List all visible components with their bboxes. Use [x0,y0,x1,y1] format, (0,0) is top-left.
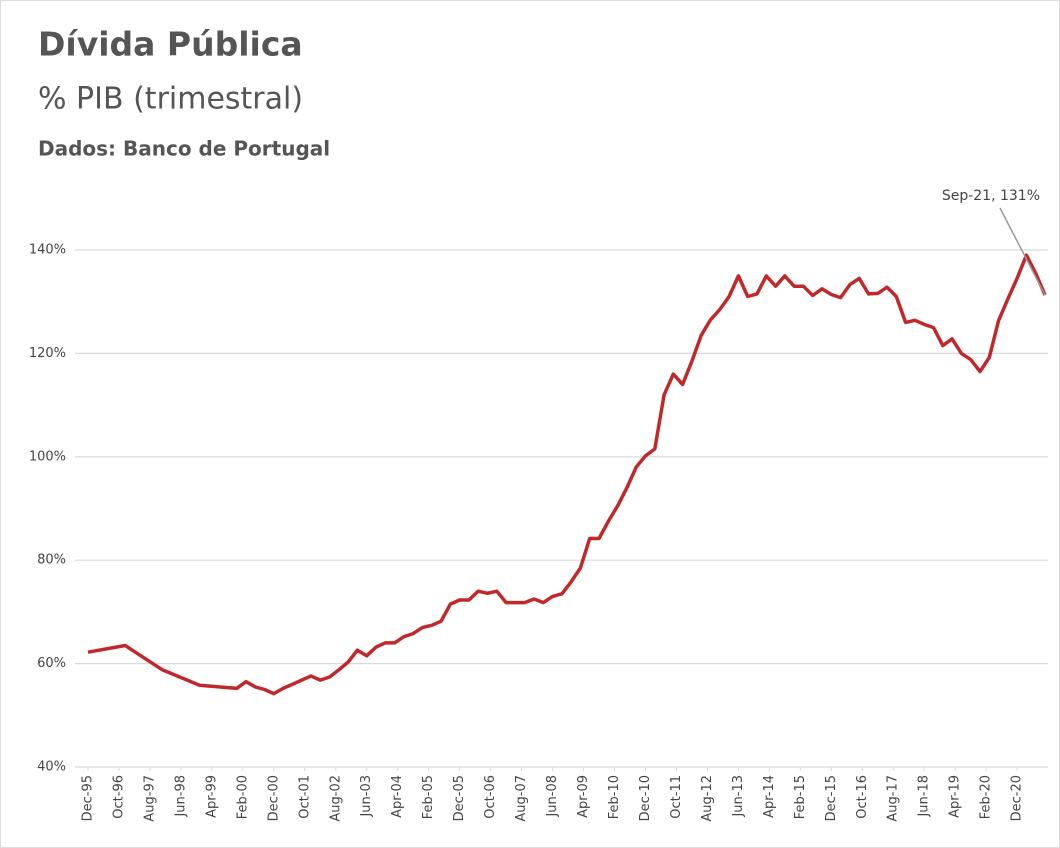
y-tick-label: 80% [37,553,66,568]
x-tick-label: Jun-03 [359,775,374,818]
x-tick-label: Jun-08 [545,775,560,818]
x-tick-label: Dec-00 [266,775,281,821]
annotation: Sep-21, 131% [942,188,1040,204]
y-tick-label: 40% [37,760,66,775]
x-tick-label: Apr-04 [390,775,405,818]
x-tick-label: Feb-10 [607,775,622,819]
x-tick-label: Feb-15 [793,775,808,819]
x-tick-label: Apr-14 [762,775,777,818]
x-tick-label: Oct-01 [297,775,312,819]
y-tick-label: 60% [37,656,66,671]
x-tick-label: Dec-15 [824,775,839,821]
x-tick-label: Feb-00 [235,775,250,819]
chart-subtitle: % PIB (trimestral) [38,82,303,117]
x-tick-label: Oct-16 [855,775,870,819]
x-tick-label: Aug-07 [514,775,529,822]
annotation-leader [999,207,1046,296]
x-tick-label: Dec-05 [452,775,467,821]
x-tick-label: Dec-10 [638,775,653,821]
x-tick-label: Aug-12 [700,775,715,822]
x-tick-label: Oct-11 [669,775,684,819]
chart-title: Dívida Pública [38,25,303,64]
x-tick-label: Oct-06 [483,775,498,819]
x-tick-label: Feb-20 [979,775,994,819]
x-tick-label: Apr-19 [948,775,963,818]
x-tick-label: Apr-09 [576,775,591,818]
x-tick-label: Apr-99 [204,775,219,818]
x-tick-label: Dec-20 [1010,775,1025,821]
source: Dados: Banco de Portugal [38,137,330,161]
y-tick-label: 120% [29,346,66,361]
x-tick-label: Oct-96 [111,775,126,819]
x-tick-label: Aug-17 [886,775,901,822]
x-tick-label: Jun-18 [917,775,932,818]
x-tick-label: Feb-05 [421,775,436,819]
x-tick-label: Aug-02 [328,775,343,822]
series-line [87,253,1047,696]
x-tick-label: Jun-98 [173,775,188,818]
x-tick-label: Jun-13 [731,775,746,818]
x-tick-label: Aug-97 [142,775,157,822]
y-tick-label: 100% [29,449,66,464]
y-tick-label: 140% [29,243,66,258]
x-tick-label: Dec-95 [81,775,96,821]
